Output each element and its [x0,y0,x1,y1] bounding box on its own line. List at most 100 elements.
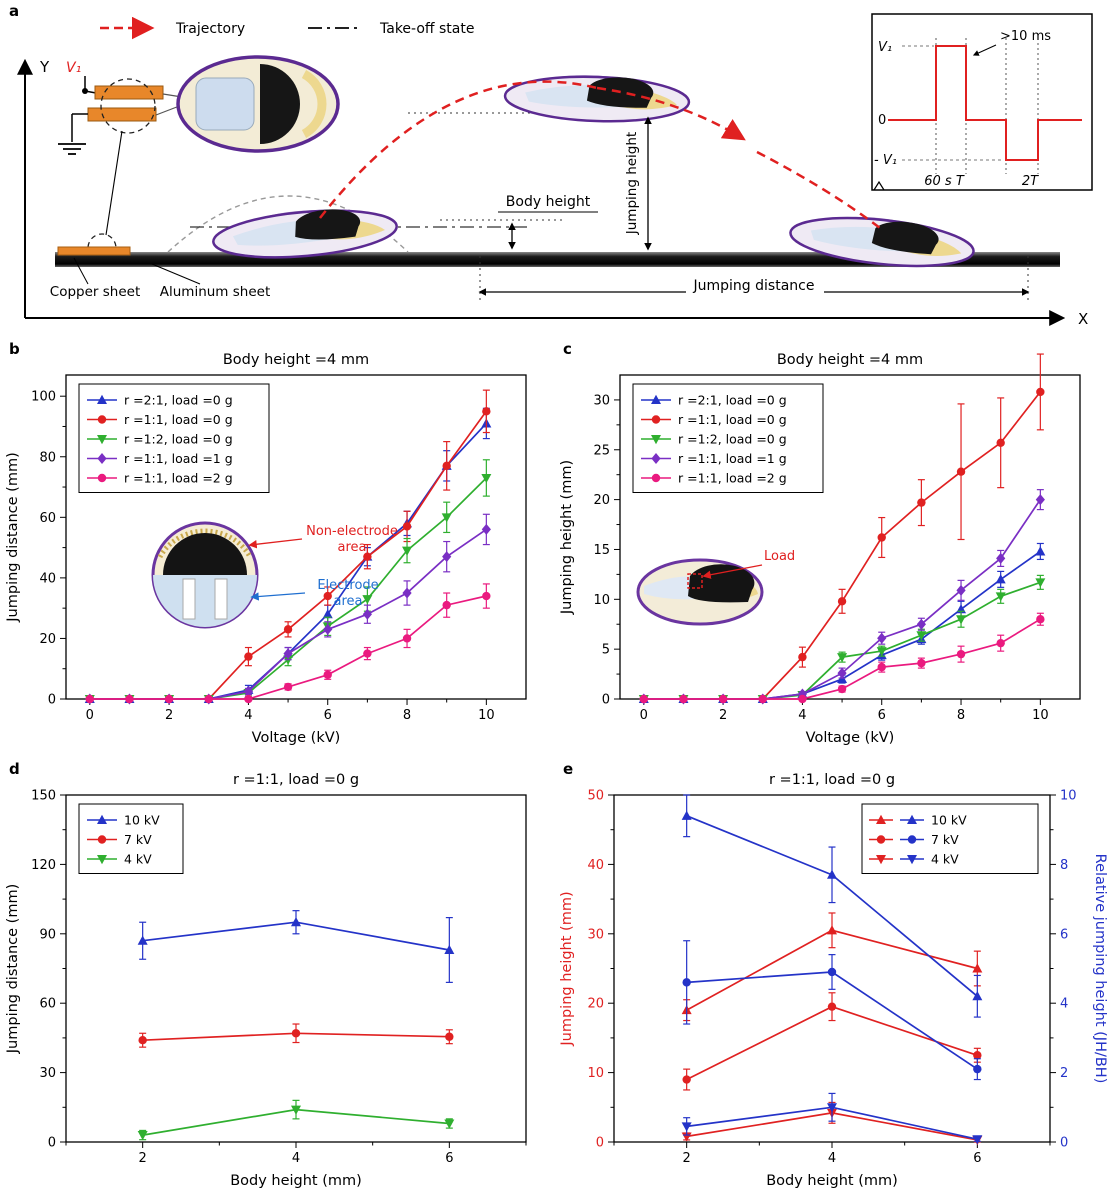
svg-text:6: 6 [445,1151,453,1166]
svg-text:30: 30 [39,1066,56,1081]
legend-c: r =2:1, load =0 g r =1:1, load =0 g r =1:2… [632,383,824,493]
svg-text:8: 8 [403,708,411,723]
y-axis-label: Y [39,58,50,76]
svg-text:2: 2 [139,1151,147,1166]
svg-text:r =1:1, load =1 g: r =1:1, load =1 g [124,451,233,466]
svg-text:Voltage (kV): Voltage (kV) [252,730,341,746]
panel-c-label: c [563,340,572,358]
series-b-r-1-1-load-1-g [85,513,491,705]
copper-sheet [57,246,131,256]
label-backing [686,278,824,293]
series-b-r-1-2-load-0-g [84,459,492,705]
svg-text:6: 6 [878,708,886,723]
svg-text:0: 0 [1060,1136,1068,1151]
svg-text:r =1:1, load =2 g: r =1:1, load =2 g [678,471,787,486]
svg-text:20: 20 [587,997,604,1012]
svg-text:r =1:1, load =1 g: r =1:1, load =1 g [678,451,787,466]
svg-text:0: 0 [640,708,648,723]
inset-zero-label: 0 [878,113,886,128]
inset-t-label: 60 s T [924,174,965,189]
svg-text:r =1:1, load =2 g: r =1:1, load =2 g [124,471,233,486]
voltage-pulse-inset: V₁ 0 - V₁ >10 ms 60 s T 2T [871,13,1093,191]
svg-text:7 kV: 7 kV [124,832,152,847]
series-c-r-1-1-load-2-g [639,612,1045,704]
svg-text:0: 0 [48,693,56,708]
body-height-label: Body height [506,194,591,210]
series-d-4-kv [137,1099,455,1141]
svg-text:5: 5 [602,643,610,658]
svg-text:2: 2 [719,708,727,723]
panel-c: c 0 2 4 6 8 10 0 5 10 15 20 25 30 Body height =4 mm Vo… [554,335,1108,755]
chart-c-svg: 0 2 4 6 8 10 0 5 10 15 20 25 30 Body height =4 mm Volt… [559,352,1081,746]
chart-e-title: r =1:1, load =0 g [769,772,895,788]
trajectory-arrow [596,86,746,141]
svg-text:4: 4 [798,708,806,723]
svg-text:6: 6 [973,1151,981,1166]
pulse-width-arrow [972,44,997,56]
axes [608,794,1056,1148]
inset-negv1-label: - V₁ [874,153,897,168]
jumping-height-label: Jumping height [624,132,640,235]
legend-d: 10 kV 7 kV 4 kV [78,803,184,874]
svg-text:4: 4 [292,1151,300,1166]
panel-a: a [0,0,1108,335]
svg-text:0: 0 [86,708,94,723]
svg-text:Voltage (kV): Voltage (kV) [806,730,895,746]
aluminum-sheet-label: Aluminum sheet [160,284,271,300]
ground-symbol [58,143,86,155]
jumping-distance-label: Jumping distance [693,278,815,294]
chart-b: 0 2 4 6 8 10 0 20 40 60 80 100 Body height =4 mm Volt… [0,335,554,755]
svg-text:150: 150 [31,789,56,804]
trajectory-legend-label: Trajectory [175,21,245,37]
svg-text:r =1:1, load =0 g: r =1:1, load =0 g [678,412,787,427]
svg-text:6: 6 [324,708,332,723]
inset-2t-label: 2T [1022,174,1039,189]
connection-callout-circle [100,78,156,134]
robot-rest-state [176,55,340,153]
svg-text:10: 10 [478,708,495,723]
series-b-r-1-1-load-2-g [85,583,491,704]
svg-text:2: 2 [683,1151,691,1166]
svg-text:r =2:1, load =0 g: r =2:1, load =0 g [678,393,787,408]
takeoff-legend-label: Take-off state [379,21,474,37]
panel-d-label: d [9,760,20,778]
series-e-7-kv [682,992,982,1091]
svg-text:10 kV: 10 kV [931,813,967,828]
circuit-wire [84,90,97,94]
chart-d: 2 4 6 0 30 60 90 120 150 r =1:1, load =0 g Body he… [0,755,554,1198]
v1-label: V₁ [66,60,81,76]
trajectory-path-2 [756,150,881,229]
chart-e: 2 4 6 0 10 20 30 40 50 0 2 4 6 8 10 r =1:1, load =0 g Bo… [554,755,1108,1198]
panel-a-label: a [9,2,20,20]
chart-d-title: r =1:1, load =0 g [233,772,359,788]
svg-text:4 kV: 4 kV [124,852,152,867]
svg-text:Jumping distance (mm): Jumping distance (mm) [5,884,21,1054]
svg-text:40: 40 [587,858,604,873]
svg-text:6: 6 [1060,927,1068,942]
svg-text:r =2:1, load =0 g: r =2:1, load =0 g [124,393,233,408]
svg-text:10: 10 [593,593,610,608]
series-e-4-kv [681,1092,983,1145]
svg-text:50: 50 [587,789,604,804]
svg-text:15: 15 [593,543,610,558]
chart-b-title: Body height =4 mm [223,352,369,368]
svg-text:4: 4 [1060,997,1068,1012]
electrode-plate-bottom [87,107,157,122]
svg-text:0: 0 [602,693,610,708]
chart-c-title: Body height =4 mm [777,352,923,368]
panel-e-label: e [563,760,574,778]
svg-text:r =1:2, load =0 g: r =1:2, load =0 g [124,432,233,447]
svg-text:80: 80 [39,450,56,465]
x-axis-label: X [1078,310,1088,328]
panel-d: d 2 4 6 0 30 60 90 120 150 r =1:1, load =0 g Body … [0,755,554,1198]
svg-text:120: 120 [31,858,56,873]
axes [60,794,527,1148]
svg-text:10: 10 [1032,708,1049,723]
legend-e: 10 kV 7 kV 4 kV [861,803,1039,874]
svg-text:60: 60 [39,997,56,1012]
svg-text:4 kV: 4 kV [931,852,959,867]
svg-text:Jumping height (mm): Jumping height (mm) [559,460,575,615]
svg-text:90: 90 [39,927,56,942]
